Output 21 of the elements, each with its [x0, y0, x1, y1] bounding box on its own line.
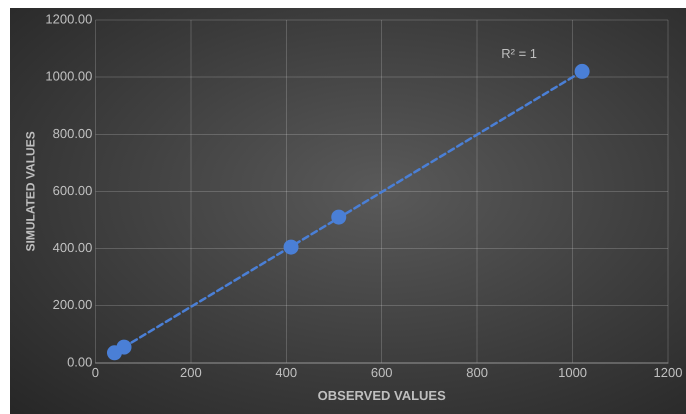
- x-axis-title: OBSERVED VALUES: [318, 388, 446, 403]
- y-tick-label: 0.00: [67, 354, 92, 370]
- x-tick-label: 0: [92, 365, 100, 380]
- x-tick-label: 600: [370, 365, 393, 380]
- point: [574, 64, 590, 79]
- x-tick-label: 400: [275, 365, 298, 380]
- point: [284, 240, 299, 255]
- point: [116, 340, 132, 355]
- y-axis-title: SIMULATED VALUES: [24, 131, 38, 252]
- y-tick-label: 800.00: [52, 126, 92, 141]
- point: [331, 210, 346, 225]
- y-tick-label: 600.00: [52, 182, 92, 198]
- annotation: R² = 1: [501, 46, 538, 61]
- x-tick-label: 800: [466, 365, 488, 380]
- y-tick-label: 200.00: [52, 297, 92, 312]
- x-tick-label: 1200: [654, 365, 682, 380]
- y-tick-label: 1000.00: [45, 68, 92, 84]
- y-tick-label: 1200.00: [45, 12, 92, 27]
- x-tick-label: 1000: [558, 365, 588, 380]
- y-tick-label: 400.00: [52, 240, 92, 256]
- x-tick-label: 200: [180, 365, 202, 380]
